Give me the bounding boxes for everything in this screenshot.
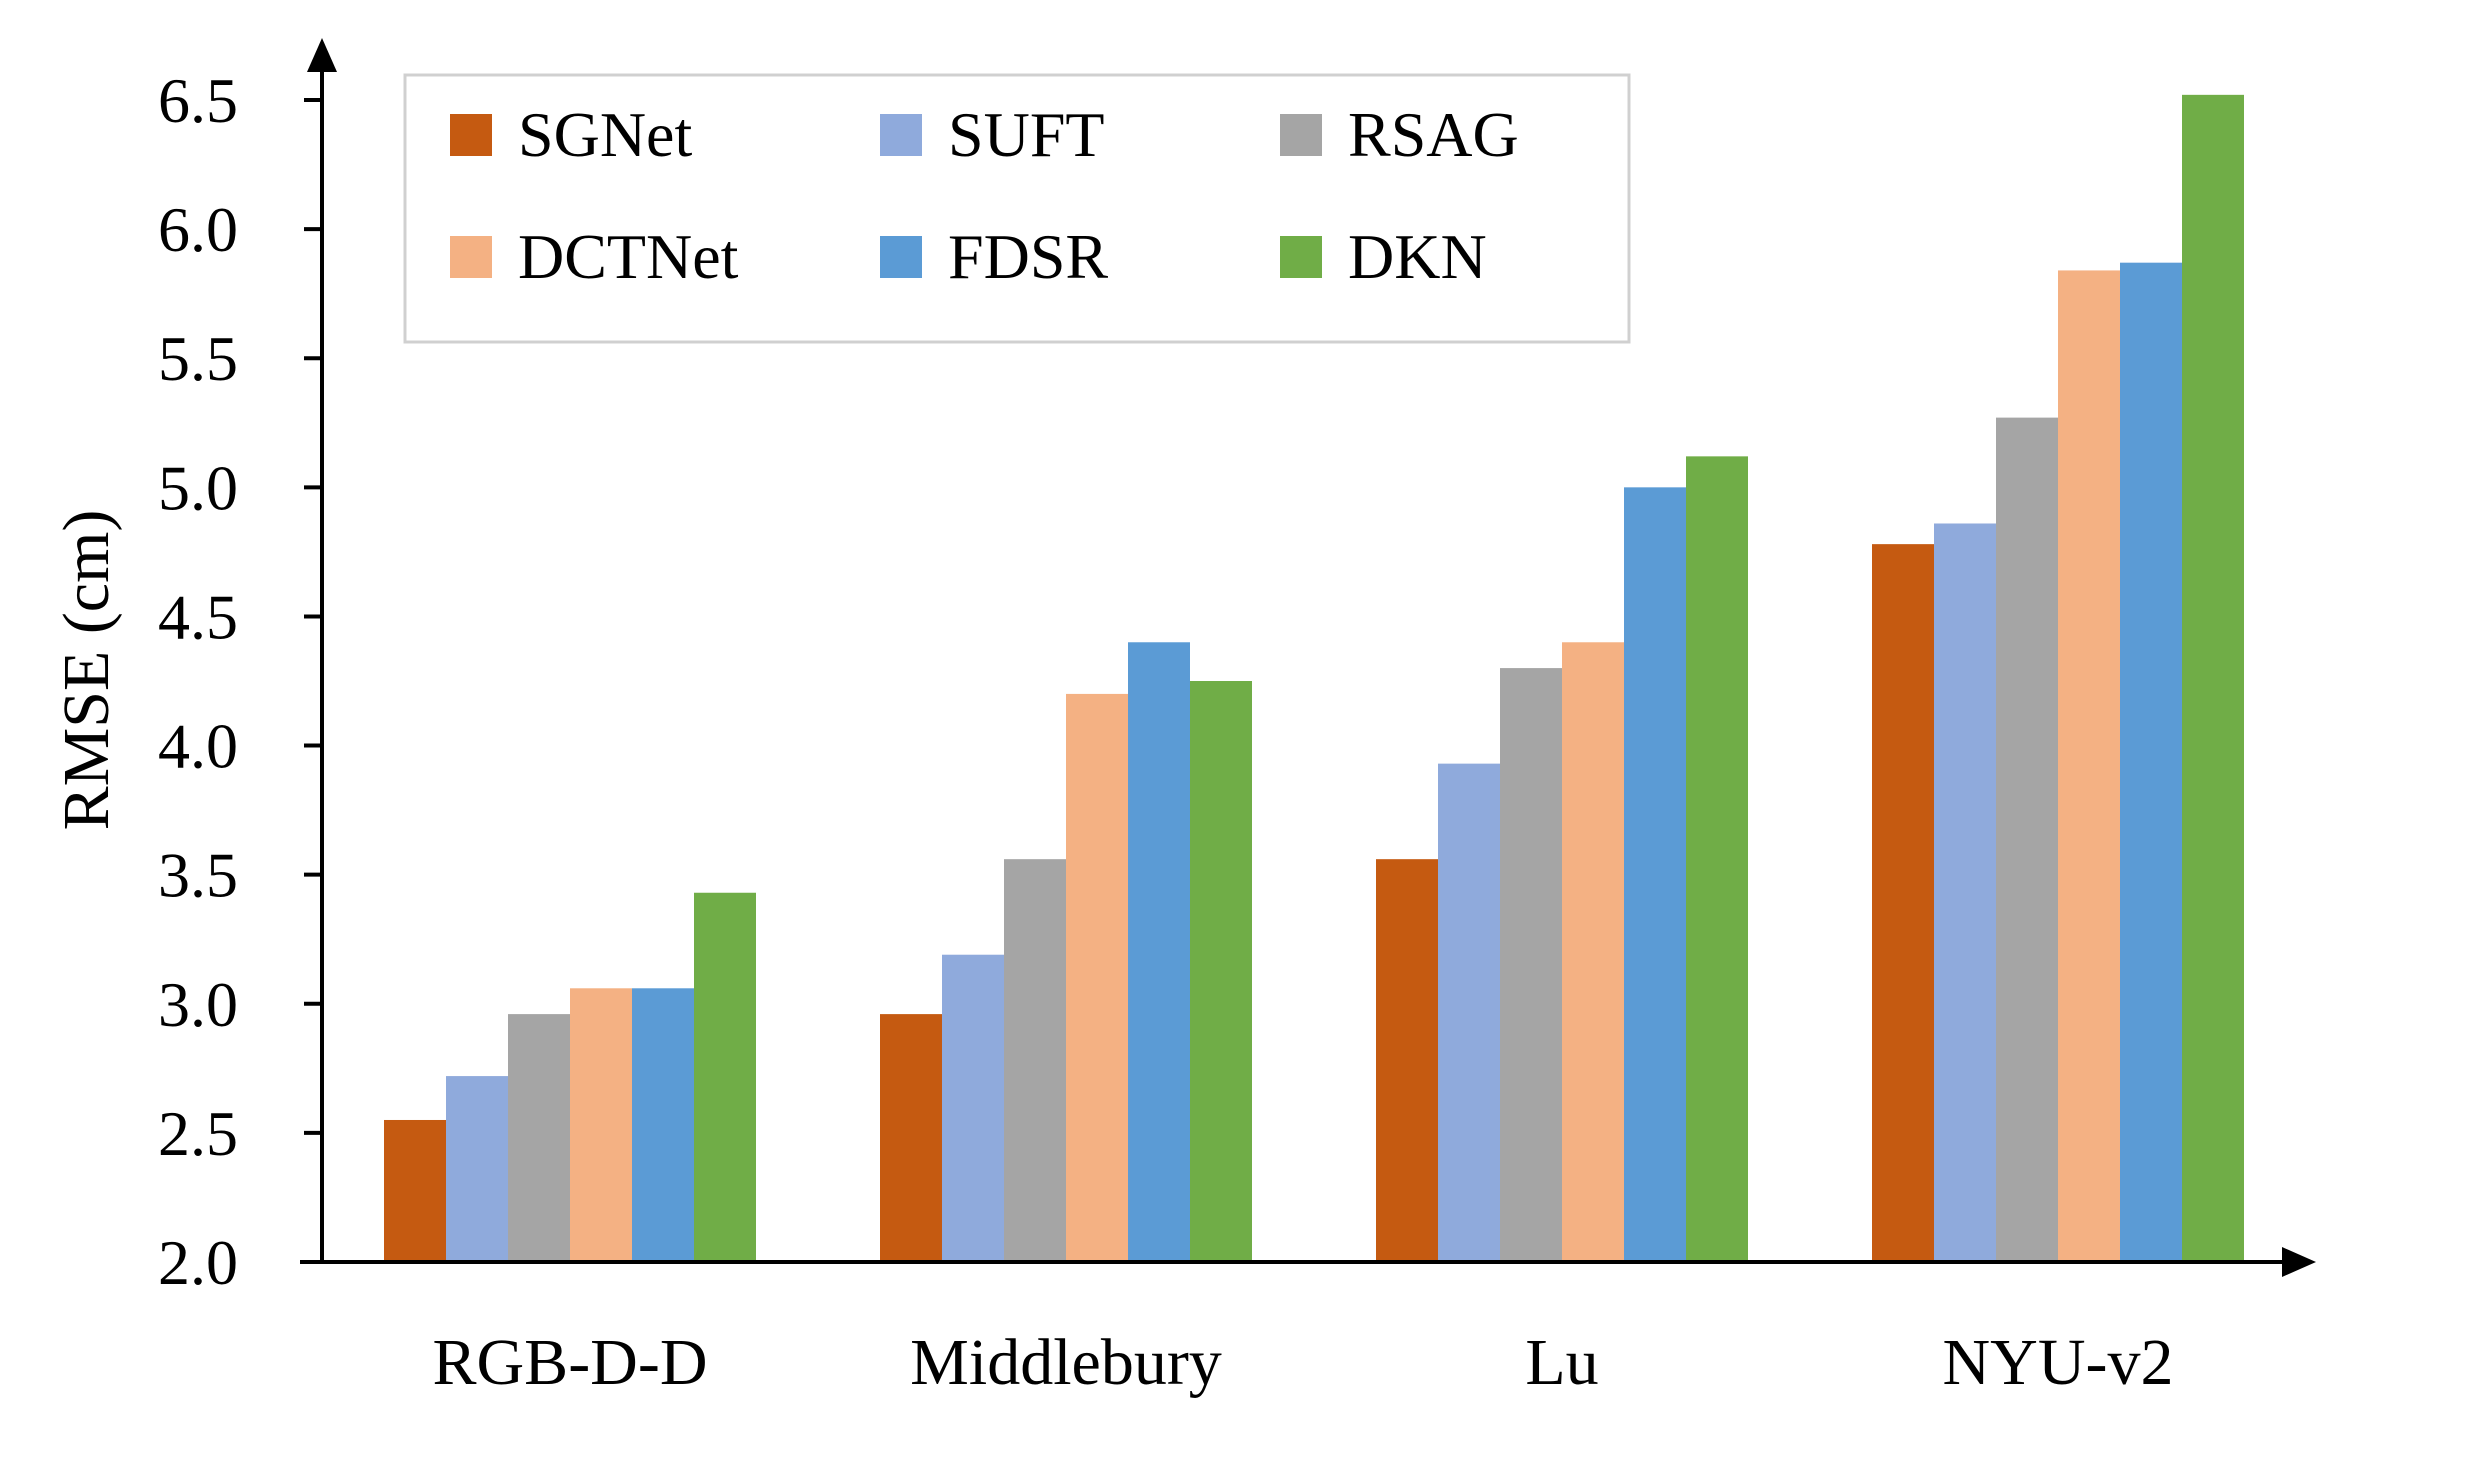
y-tick-label: 5.5 <box>158 323 238 394</box>
bar-sgnet-nyu-v2 <box>1872 544 1934 1262</box>
bar-dkn-rgb-d-d <box>694 892 756 1262</box>
x-labels-layer: RGB-D-D Middlebury Lu NYU-v2 <box>433 1326 2174 1399</box>
legend-label-fdsr: FDSR <box>948 221 1108 292</box>
legend-label-dkn: DKN <box>1348 221 1487 292</box>
legend-label-suft: SUFT <box>948 99 1105 170</box>
y-tick-label: 4.0 <box>158 711 238 782</box>
bar-dctnet-lu <box>1562 642 1624 1262</box>
legend: SGNet SUFT RSAG DCTNet FDSR DKN <box>450 99 1519 292</box>
bar-rsag-rgb-d-d <box>508 1014 570 1262</box>
legend-label-dctnet: DCTNet <box>518 221 739 292</box>
bar-suft-rgb-d-d <box>446 1076 508 1262</box>
bar-rsag-middlebury <box>1004 859 1066 1262</box>
bar-suft-nyu-v2 <box>1934 523 1996 1262</box>
x-category-label: RGB-D-D <box>433 1326 708 1399</box>
y-axis-arrow <box>307 38 337 72</box>
y-axis-label: RMSE (cm) <box>50 510 123 831</box>
legend-swatch-dkn <box>1280 236 1322 278</box>
legend-swatch-sgnet <box>450 114 492 156</box>
bar-fdsr-lu <box>1624 487 1686 1262</box>
bar-dctnet-middlebury <box>1066 693 1128 1262</box>
y-tick-label: 2.5 <box>158 1098 238 1169</box>
bar-fdsr-nyu-v2 <box>2120 262 2182 1262</box>
x-category-label: Middlebury <box>910 1326 1222 1399</box>
legend-swatch-suft <box>880 114 922 156</box>
y-tick-label: 6.0 <box>158 194 238 265</box>
legend-swatch-dctnet <box>450 236 492 278</box>
y-ticks-layer: 2.0 2.5 3.0 3.5 4.0 4.5 5.0 5.5 6.0 6.5 <box>158 65 322 1298</box>
bar-dkn-nyu-v2 <box>2182 94 2244 1262</box>
bar-dctnet-nyu-v2 <box>2058 270 2120 1263</box>
bar-sgnet-lu <box>1376 859 1438 1262</box>
bar-fdsr-middlebury <box>1128 642 1190 1262</box>
x-category-label: NYU-v2 <box>1943 1326 2174 1399</box>
y-tick-label: 5.0 <box>158 452 238 523</box>
legend-label-sgnet: SGNet <box>518 99 692 170</box>
bar-fdsr-rgb-d-d <box>632 988 694 1262</box>
y-tick-label: 4.5 <box>158 581 238 652</box>
legend-swatch-fdsr <box>880 236 922 278</box>
bar-rsag-lu <box>1500 668 1562 1262</box>
legend-label-rsag: RSAG <box>1348 99 1519 170</box>
x-axis-arrow <box>2282 1247 2316 1277</box>
y-tick-label: 3.5 <box>158 840 238 911</box>
legend-box <box>403 73 1631 344</box>
bar-sgnet-rgb-d-d <box>384 1119 446 1262</box>
bar-dctnet-rgb-d-d <box>570 988 632 1262</box>
y-tick-label: 2.0 <box>158 1227 238 1298</box>
y-tick-label: 6.5 <box>158 65 238 136</box>
legend-swatch-rsag <box>1280 114 1322 156</box>
bar-rsag-nyu-v2 <box>1996 417 2058 1262</box>
bar-suft-middlebury <box>942 954 1004 1262</box>
y-tick-label: 3.0 <box>158 969 238 1040</box>
x-category-label: Lu <box>1525 1326 1598 1399</box>
bar-sgnet-middlebury <box>880 1014 942 1262</box>
bar-suft-lu <box>1438 763 1500 1262</box>
bar-dkn-lu <box>1686 456 1748 1262</box>
bar-dkn-middlebury <box>1190 681 1252 1262</box>
bars-layer <box>384 94 2244 1263</box>
